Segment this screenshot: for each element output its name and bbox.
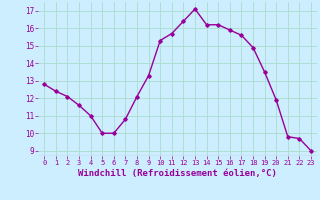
X-axis label: Windchill (Refroidissement éolien,°C): Windchill (Refroidissement éolien,°C) <box>78 169 277 178</box>
